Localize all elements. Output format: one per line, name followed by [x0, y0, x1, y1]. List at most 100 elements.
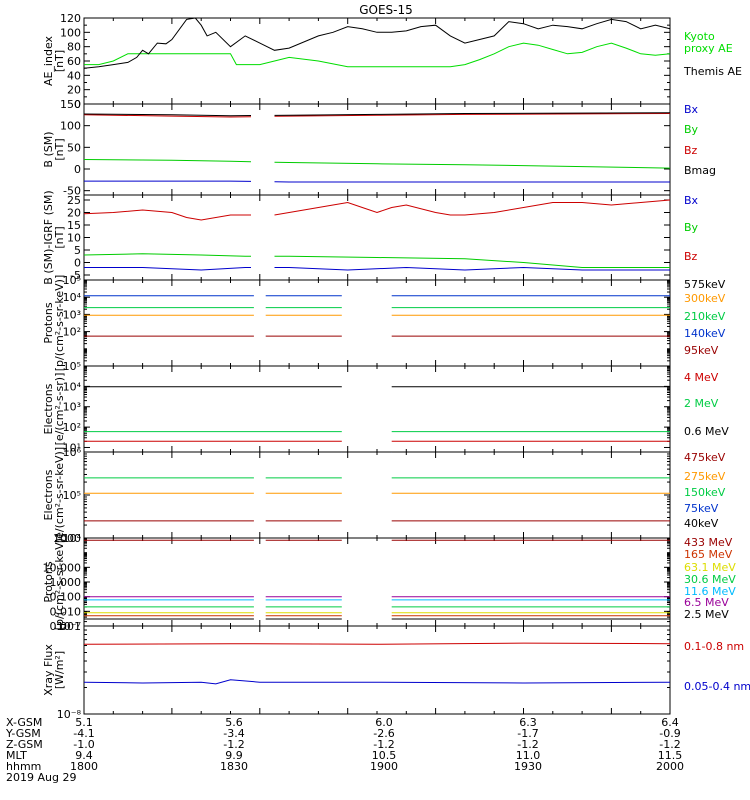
legend-label: 63.1 MeV — [684, 561, 736, 574]
legend-label: 6.5 MeV — [684, 596, 729, 609]
y-tick-label: 50 — [67, 141, 81, 154]
x-table-row-label: Z-GSM — [6, 738, 43, 751]
series-line-kyoto-proxy-ae — [84, 42, 670, 68]
y-tick-label: 10⁵ — [63, 360, 81, 373]
legend-label: By — [684, 123, 699, 136]
y-axis-label: [nT] — [53, 226, 66, 248]
x-table-value: -1.2 — [373, 738, 394, 751]
x-table-value: -1.7 — [517, 727, 538, 740]
legend-label: Kyoto — [684, 30, 715, 43]
legend-label: 275keV — [684, 470, 726, 483]
x-table-value: 9.9 — [225, 749, 243, 762]
x-table-row-label: Y-GSM — [5, 727, 41, 740]
y-tick-label: 5 — [74, 244, 81, 257]
x-table-value: 1800 — [70, 760, 98, 773]
legend-label: 165 MeV — [684, 548, 733, 561]
x-table-value: -4.1 — [73, 727, 94, 740]
series-line-by — [84, 253, 251, 257]
legend-label: By — [684, 221, 699, 234]
legend-label: Bx — [684, 194, 699, 207]
x-table-value: 1930 — [514, 760, 542, 773]
legend-label: Bz — [684, 250, 698, 263]
legend-label: 575keV — [684, 278, 726, 291]
panel-electrons_mev: 10¹ 10² 10³ 10⁴ 10⁵ Electrons[e/(cm²-s-sr)] 4 … — [42, 360, 729, 454]
legend-label: 75keV — [684, 502, 719, 515]
x-table-value: -1.2 — [223, 738, 244, 751]
series-line-bz — [84, 114, 252, 118]
x-table-value: 11.0 — [516, 749, 541, 762]
legend-label: 4 MeV — [684, 371, 719, 384]
y-tick-label: 10³ — [63, 401, 81, 414]
y-tick-label: -50 — [63, 185, 81, 198]
series-line-0-1-0-8-nm — [84, 642, 670, 645]
legend-label: 300keV — [684, 292, 726, 305]
y-axis-label: [p/(cm²-s-sr-keV)] — [53, 275, 66, 372]
y-axis-label: [p/(cm²-s-sr-keV)] — [53, 534, 66, 631]
panel-electrons_kev: 10⁴ 10⁵ 10⁶ Electrons[e/(cm²-s-sr-keV)] 475k… — [42, 446, 726, 545]
y-axis-label: Xray Flux — [42, 644, 55, 696]
x-table-value: 6.4 — [661, 716, 679, 729]
x-table-row-label: hhmm — [6, 760, 41, 773]
y-tick-label: 25 — [67, 194, 81, 207]
legend-label: 150keV — [684, 486, 726, 499]
x-table-value: 2000 — [656, 760, 684, 773]
y-tick-label: 20 — [67, 207, 81, 220]
y-tick-label: 10³ — [63, 308, 81, 321]
series-line-bmag — [84, 113, 252, 117]
legend-label: 475keV — [684, 451, 726, 464]
y-axis-label: [W/m²] — [53, 651, 66, 689]
y-axis-label: [nT] — [53, 50, 66, 72]
y-tick-label: 150 — [60, 98, 81, 111]
legend-label: 11.6 MeV — [684, 585, 736, 598]
x-table-row-label: X-GSM — [6, 716, 42, 729]
legend-label: 95keV — [684, 344, 719, 357]
chart-title: GOES-15 — [359, 3, 413, 17]
legend-label: 0.6 MeV — [684, 425, 729, 438]
y-tick-label: 0.100 — [50, 591, 82, 604]
y-tick-label: 20 — [67, 84, 81, 97]
x-table-value: 6.0 — [375, 716, 393, 729]
legend-label: 0.05-0.4 nm — [684, 680, 750, 693]
y-tick-label: 10⁻⁷ — [57, 620, 81, 633]
legend-label: proxy AE — [684, 42, 733, 55]
series-line-bz — [274, 199, 670, 216]
y-tick-label: 0.001 — [50, 620, 82, 633]
series-line-by — [84, 159, 252, 163]
x-table-value: 11.5 — [658, 749, 683, 762]
y-tick-label: 100 — [60, 120, 81, 133]
x-table-value: -1.2 — [659, 738, 680, 751]
y-axis-label: Electrons — [42, 469, 55, 520]
x-table-value: -0.9 — [659, 727, 680, 740]
series-line-by — [274, 161, 670, 169]
x-table-value: 1830 — [220, 760, 248, 773]
series-line-bx — [84, 267, 251, 271]
y-tick-label: 10.000 — [43, 561, 82, 574]
y-tick-label: 100 — [60, 26, 81, 39]
x-table-value: -2.6 — [373, 727, 394, 740]
y-tick-label: 40 — [67, 69, 81, 82]
x-table-value: -3.4 — [223, 727, 244, 740]
y-axis-label: AE_index — [42, 35, 55, 86]
y-tick-label: 10⁵ — [63, 489, 81, 502]
y-tick-label: 10⁻⁸ — [57, 708, 82, 721]
legend-label: 2.5 MeV — [684, 608, 729, 621]
legend-label: 2 MeV — [684, 397, 719, 410]
series-line-bx — [274, 266, 670, 271]
x-table-value: 5.1 — [75, 716, 93, 729]
legend-label: Themis AE — [683, 65, 742, 78]
x-table-value: 1900 — [370, 760, 398, 773]
x-table-value: 9.4 — [75, 749, 93, 762]
panel-b: -50 0 50 100 150 B (SM)[nT] Bx By Bz Bmag — [42, 98, 716, 198]
x-table-value: 5.6 — [225, 716, 243, 729]
series-line-themis-ae — [84, 18, 670, 69]
x-table-value: 6.3 — [519, 716, 537, 729]
legend-label: Bz — [684, 144, 698, 157]
legend-label: 40keV — [684, 517, 719, 530]
series-line-bmag — [274, 112, 670, 116]
y-tick-label: 15 — [67, 219, 81, 232]
